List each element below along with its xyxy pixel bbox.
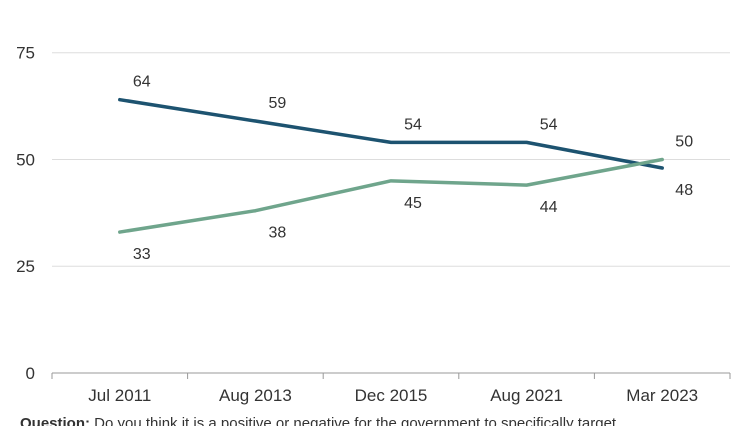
data-label-series-2: 50 xyxy=(675,133,693,150)
question-caption: Question: Do you think it is a positive … xyxy=(20,415,740,426)
series-line-2 xyxy=(118,157,664,234)
x-tick-label: Dec 2015 xyxy=(355,386,428,405)
x-tick-labels: Jul 2011 Aug 2013 Dec 2015 Aug 2021 Mar 2023 xyxy=(88,386,698,405)
data-label-series-1: 64 xyxy=(133,74,151,91)
y-tick-label: 0 xyxy=(26,364,35,383)
caption-text: Do you think it is a positive or negativ… xyxy=(90,415,617,426)
axes xyxy=(51,372,731,379)
data-labels: 64 59 54 54 48 33 38 45 44 50 xyxy=(133,74,693,263)
data-label-series-2: 33 xyxy=(133,246,151,263)
data-label-series-1: 54 xyxy=(540,116,558,133)
y-tick-label: 25 xyxy=(16,257,35,276)
y-tick-labels: 0 25 50 75 xyxy=(16,44,35,383)
data-label-series-2: 38 xyxy=(269,225,287,242)
data-label-series-1: 48 xyxy=(675,182,693,199)
caption-label: Question: xyxy=(20,415,90,426)
x-tick-label: Jul 2011 xyxy=(88,386,151,405)
x-tick-label: Aug 2013 xyxy=(219,386,292,405)
data-label-series-2: 45 xyxy=(404,195,422,212)
x-tick-label: Aug 2021 xyxy=(490,386,563,405)
y-tick-label: 50 xyxy=(16,150,35,169)
data-label-series-1: 54 xyxy=(404,116,422,133)
x-tick-label: Mar 2023 xyxy=(626,386,698,405)
y-tick-label: 75 xyxy=(16,44,35,63)
data-label-series-2: 44 xyxy=(540,199,558,216)
data-label-series-1: 59 xyxy=(269,95,287,112)
series-line-1 xyxy=(118,97,664,170)
gridlines xyxy=(52,52,730,267)
series-lines xyxy=(118,97,664,234)
